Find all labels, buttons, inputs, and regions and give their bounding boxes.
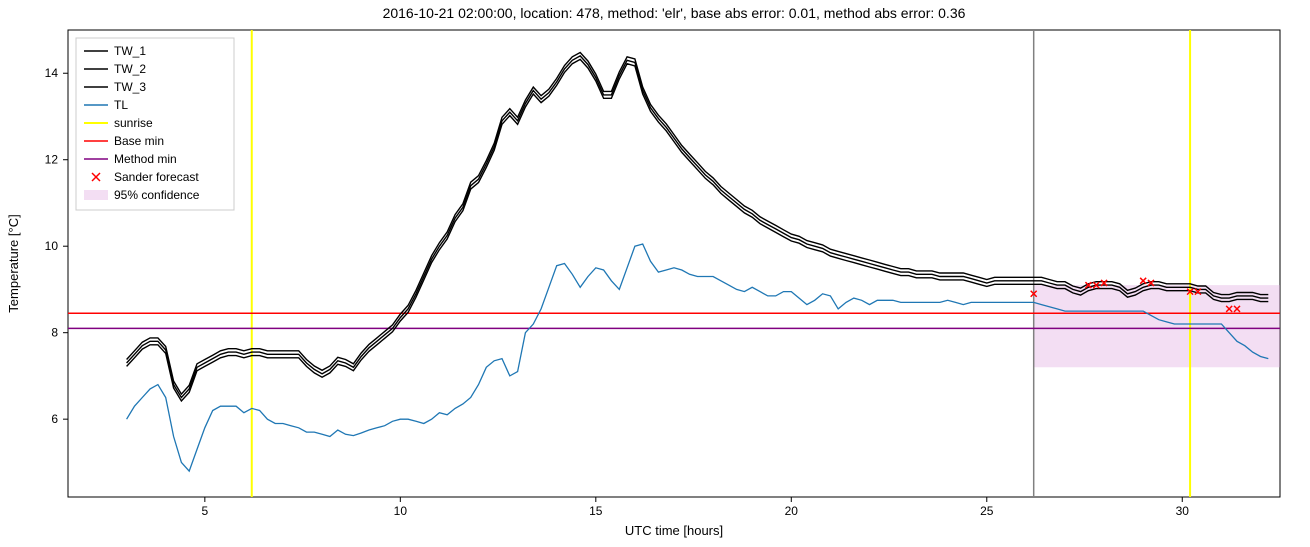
legend-label: TW_1 bbox=[114, 44, 146, 58]
plot-area bbox=[68, 30, 1280, 497]
confidence-band bbox=[1034, 285, 1280, 367]
y-tick-label: 10 bbox=[45, 239, 59, 253]
y-tick-label: 14 bbox=[45, 66, 59, 80]
x-axis-label: UTC time [hours] bbox=[625, 523, 723, 538]
legend-label: TW_3 bbox=[114, 80, 146, 94]
x-tick-label: 5 bbox=[201, 504, 208, 518]
legend-label: sunrise bbox=[114, 116, 153, 130]
y-tick-label: 8 bbox=[51, 326, 58, 340]
x-tick-label: 10 bbox=[394, 504, 408, 518]
x-tick-label: 15 bbox=[589, 504, 603, 518]
chart-title: 2016-10-21 02:00:00, location: 478, meth… bbox=[383, 5, 966, 21]
chart-svg: 5 10 15 20 25 30 6 8 10 12 14 2016-10-21 02:00:00, … bbox=[0, 0, 1310, 547]
x-tick-label: 25 bbox=[980, 504, 994, 518]
legend-label: Base min bbox=[114, 134, 164, 148]
legend-label: TW_2 bbox=[114, 62, 146, 76]
legend-label: Sander forecast bbox=[114, 170, 199, 184]
legend-label: TL bbox=[114, 98, 128, 112]
y-tick-label: 12 bbox=[45, 153, 59, 167]
legend-item: 95% confidence bbox=[84, 188, 200, 202]
x-tick-label: 20 bbox=[785, 504, 799, 518]
y-tick-label: 6 bbox=[51, 412, 58, 426]
x-tick-label: 30 bbox=[1176, 504, 1190, 518]
temperature-chart: 5 10 15 20 25 30 6 8 10 12 14 2016-10-21 02:00:00, … bbox=[0, 0, 1310, 547]
y-axis-label: Temperature [°C] bbox=[6, 214, 21, 312]
legend-label: 95% confidence bbox=[114, 188, 200, 202]
legend-label: Method min bbox=[114, 152, 177, 166]
